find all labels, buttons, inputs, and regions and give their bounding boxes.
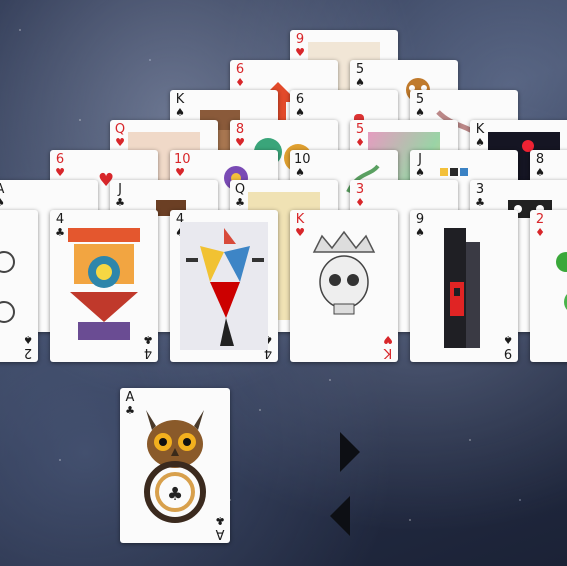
card-suit: ♠ bbox=[0, 196, 6, 209]
card-2-diamonds[interactable]: 2 ♦ bbox=[530, 210, 567, 362]
harlequin-art bbox=[180, 222, 268, 350]
card-suit: ♠ bbox=[414, 106, 426, 119]
card-suit: ♥ bbox=[294, 46, 306, 59]
tower-nine-svg bbox=[428, 222, 500, 350]
card-rank: 6 bbox=[296, 92, 304, 107]
card-rank: 5 bbox=[356, 122, 364, 137]
card-suit: ♥ bbox=[114, 136, 126, 149]
card-suit: ♣ bbox=[474, 196, 486, 209]
card-rank: J bbox=[418, 152, 422, 167]
waste-card-A-clubs[interactable]: A ♣ A ♣ ♣ bbox=[120, 388, 230, 543]
card-rank-bottom: 9 bbox=[504, 345, 512, 360]
card-suit: ♠ bbox=[414, 166, 426, 179]
card-suit: ♠ bbox=[534, 166, 546, 179]
card-4-spades[interactable]: 4♠ 4♠ bbox=[170, 210, 278, 362]
green-machine-svg bbox=[548, 222, 567, 350]
card-suit: ♠ bbox=[174, 106, 186, 119]
card-suit-bottom: ♠ bbox=[502, 333, 514, 346]
prev-arrow-icon[interactable] bbox=[328, 496, 352, 536]
card-rank: 6 bbox=[56, 152, 64, 167]
lace-svg bbox=[0, 222, 20, 350]
card-rank-bottom: 2 bbox=[24, 345, 32, 360]
card-suit: ♠ bbox=[474, 136, 486, 149]
card-rank: K bbox=[476, 122, 485, 137]
geometric-totem-svg bbox=[64, 222, 144, 350]
card-rank: 2 bbox=[536, 212, 544, 227]
card-suit: ♥ bbox=[174, 166, 186, 179]
card-rank: 3 bbox=[476, 182, 484, 197]
card-suit-bottom: ♥ bbox=[382, 333, 394, 346]
card-suit: ♦ bbox=[234, 76, 246, 89]
lace-art bbox=[0, 222, 20, 350]
card-rank: 8 bbox=[236, 122, 244, 137]
card-rank-bottom: K bbox=[384, 345, 393, 360]
svg-text:♣: ♣ bbox=[167, 484, 183, 505]
card-suit: ♠ bbox=[354, 76, 366, 89]
card-rank: 5 bbox=[416, 92, 424, 107]
crowned-skull-svg bbox=[308, 222, 380, 350]
tower-nine-art bbox=[428, 222, 500, 350]
green-machine-art bbox=[548, 222, 567, 350]
card-suit: ♦ bbox=[354, 196, 366, 209]
card-rank: A bbox=[0, 182, 4, 197]
card-rank: Q bbox=[115, 122, 125, 137]
card-suit: ♦ bbox=[354, 136, 366, 149]
card-rank: 6 bbox=[236, 62, 244, 77]
harlequin-svg bbox=[180, 222, 268, 350]
next-arrow-icon[interactable] bbox=[338, 432, 362, 472]
card-rank: 4 bbox=[56, 212, 64, 227]
card-suit: ♥ bbox=[294, 226, 306, 239]
card-rank: K bbox=[296, 212, 305, 227]
card-rank: Q bbox=[235, 182, 245, 197]
card-rank: J bbox=[118, 182, 122, 197]
card-suit: ♠ bbox=[294, 166, 306, 179]
card-rank: 8 bbox=[536, 152, 544, 167]
card-rank: 3 bbox=[356, 182, 364, 197]
card-rank: 9 bbox=[416, 212, 424, 227]
card-suit: ♣ bbox=[114, 196, 126, 209]
card-suit: ♥ bbox=[234, 136, 246, 149]
owl-art: ♣ bbox=[132, 400, 218, 531]
card-suit: ♦ bbox=[534, 226, 546, 239]
card-rank-bottom: 4 bbox=[144, 345, 152, 360]
card-suit: ♥ bbox=[54, 166, 66, 179]
card-suit: ♣ bbox=[234, 196, 246, 209]
card-suit: ♠ bbox=[294, 106, 306, 119]
card-K-hearts[interactable]: K ♥ K ♥ bbox=[290, 210, 398, 362]
card-rank: 5 bbox=[356, 62, 364, 77]
card-suit: ♠ bbox=[414, 226, 426, 239]
card-suit-bottom: ♠ bbox=[22, 333, 34, 346]
card-rank: 9 bbox=[296, 32, 304, 47]
card-9-spades[interactable]: 9 ♠ 9 ♠ bbox=[410, 210, 518, 362]
card-2-spades[interactable]: 2♠ 2♠ bbox=[0, 210, 38, 362]
owl-svg: ♣ bbox=[132, 400, 218, 531]
geometric-totem-art bbox=[64, 222, 144, 350]
card-rank: K bbox=[176, 92, 185, 107]
card-4-clubs[interactable]: 4 ♣ 4 ♣ bbox=[50, 210, 158, 362]
crowned-skull-art bbox=[308, 222, 380, 350]
